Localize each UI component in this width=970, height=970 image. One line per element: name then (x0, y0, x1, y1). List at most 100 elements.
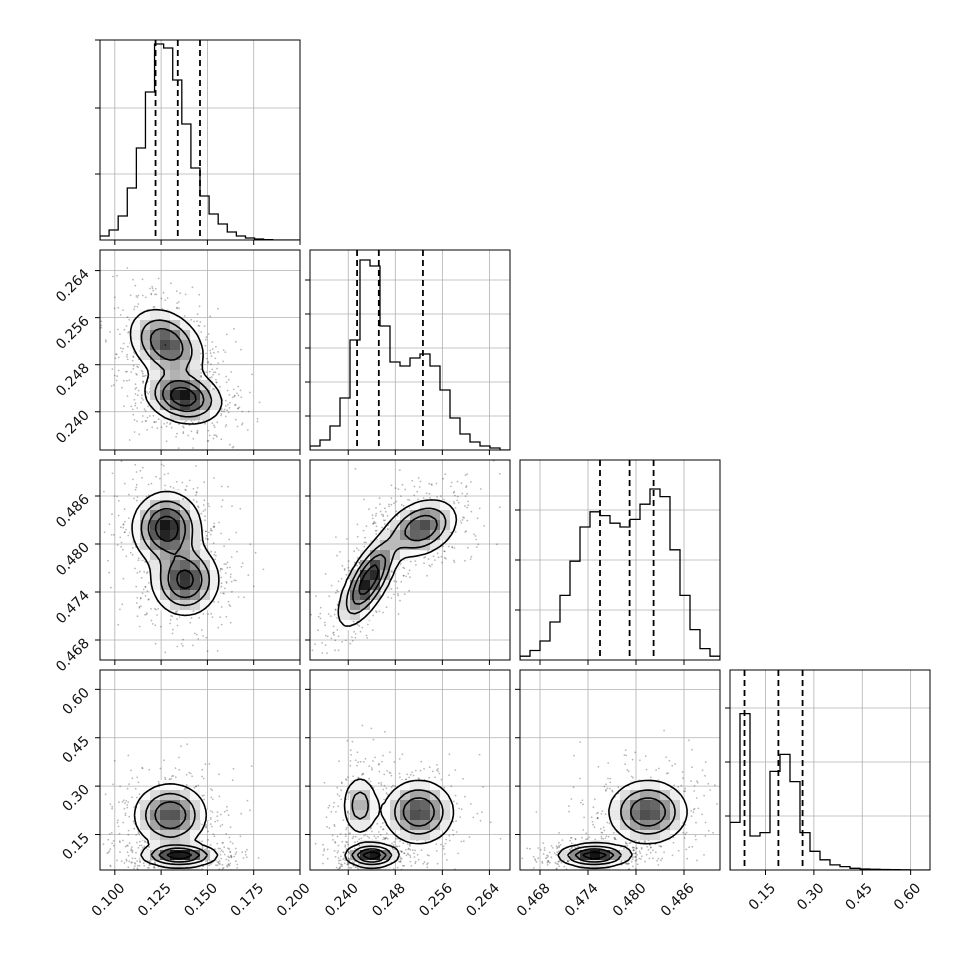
sample-point (196, 487, 199, 489)
density-cell (420, 500, 431, 511)
sample-point (337, 590, 339, 593)
sample-point (213, 388, 216, 391)
sample-point (234, 404, 236, 407)
sample-point (214, 371, 217, 374)
sample-point (395, 845, 398, 848)
sample-point (390, 597, 393, 599)
sample-point (147, 598, 150, 601)
sample-point (466, 546, 469, 549)
sample-point (103, 490, 105, 493)
sample-point (220, 623, 223, 626)
sample-point (244, 850, 247, 853)
sample-point (136, 496, 139, 498)
sample-point (464, 559, 466, 562)
sample-point (215, 381, 218, 384)
density-cell (160, 400, 171, 411)
sample-point (363, 541, 366, 544)
contour-level-2 (356, 797, 435, 863)
density-cell (140, 330, 151, 341)
sample-point (220, 576, 223, 579)
sample-point (203, 499, 206, 502)
sample-point (220, 414, 223, 417)
sample-point (207, 333, 210, 335)
histogram-panel-1 (305, 249, 511, 451)
sample-point (135, 386, 138, 389)
sample-point (207, 440, 210, 442)
density-cell (140, 800, 151, 811)
density-cell (440, 510, 451, 521)
sample-point (198, 305, 201, 308)
sample-point (456, 802, 458, 805)
sample-point (534, 859, 537, 862)
sample-point (175, 610, 177, 613)
sample-point (342, 851, 345, 854)
sample-point (158, 456, 160, 458)
sample-point (205, 371, 208, 374)
density-cell (350, 600, 361, 611)
sample-point (230, 854, 233, 857)
density-cell (150, 350, 161, 361)
density-cell (190, 510, 201, 521)
sample-point (558, 846, 561, 849)
sample-point (186, 743, 189, 746)
sample-point (184, 420, 187, 423)
sample-point (335, 592, 337, 594)
sample-point (305, 856, 307, 858)
sample-point (227, 378, 230, 381)
sample-point (342, 819, 345, 822)
sample-point (336, 786, 339, 789)
sample-point (361, 626, 364, 629)
sample-point (132, 367, 135, 370)
sample-point (371, 830, 373, 833)
sample-point (414, 860, 417, 863)
sample-point (223, 408, 226, 411)
sample-point (391, 842, 393, 845)
density-cell (160, 530, 171, 541)
density-cell (150, 570, 161, 581)
sample-point (146, 391, 148, 393)
density-cell (360, 580, 371, 591)
sample-point (324, 573, 327, 575)
sample-point (231, 396, 234, 399)
density-cell (180, 370, 191, 381)
sample-point (220, 408, 223, 410)
sample-point (198, 325, 201, 327)
sample-point (140, 576, 143, 579)
sample-point (466, 492, 468, 495)
sample-point (205, 352, 207, 355)
sample-point (407, 853, 410, 856)
sample-point (444, 853, 446, 855)
sample-point (205, 338, 207, 341)
sample-point (234, 853, 237, 856)
density-cell (440, 800, 451, 811)
sample-point (177, 447, 180, 449)
sample-point (205, 860, 207, 863)
sample-point (231, 590, 233, 593)
sample-point (358, 561, 360, 564)
sample-point (240, 565, 243, 568)
sample-point (134, 463, 137, 466)
sample-point (356, 751, 359, 754)
density-cell (440, 810, 451, 821)
sample-point (390, 497, 393, 499)
density-cell (430, 520, 441, 531)
density-cell (360, 600, 371, 611)
sample-point (122, 577, 125, 580)
density-cell (140, 540, 151, 551)
density-cell (400, 830, 411, 841)
sample-point (343, 857, 346, 859)
sample-point (132, 453, 134, 455)
sample-point (699, 871, 701, 873)
sample-point (435, 850, 438, 852)
sample-point (210, 863, 212, 865)
sample-point (442, 847, 445, 850)
sample-point (143, 864, 146, 867)
sample-point (336, 554, 338, 557)
sample-point (613, 836, 616, 839)
sample-point (132, 478, 134, 481)
sample-point (135, 585, 138, 588)
sample-point (211, 825, 213, 828)
sample-point (378, 782, 380, 785)
density-cell (140, 790, 151, 801)
sample-point (234, 418, 237, 421)
